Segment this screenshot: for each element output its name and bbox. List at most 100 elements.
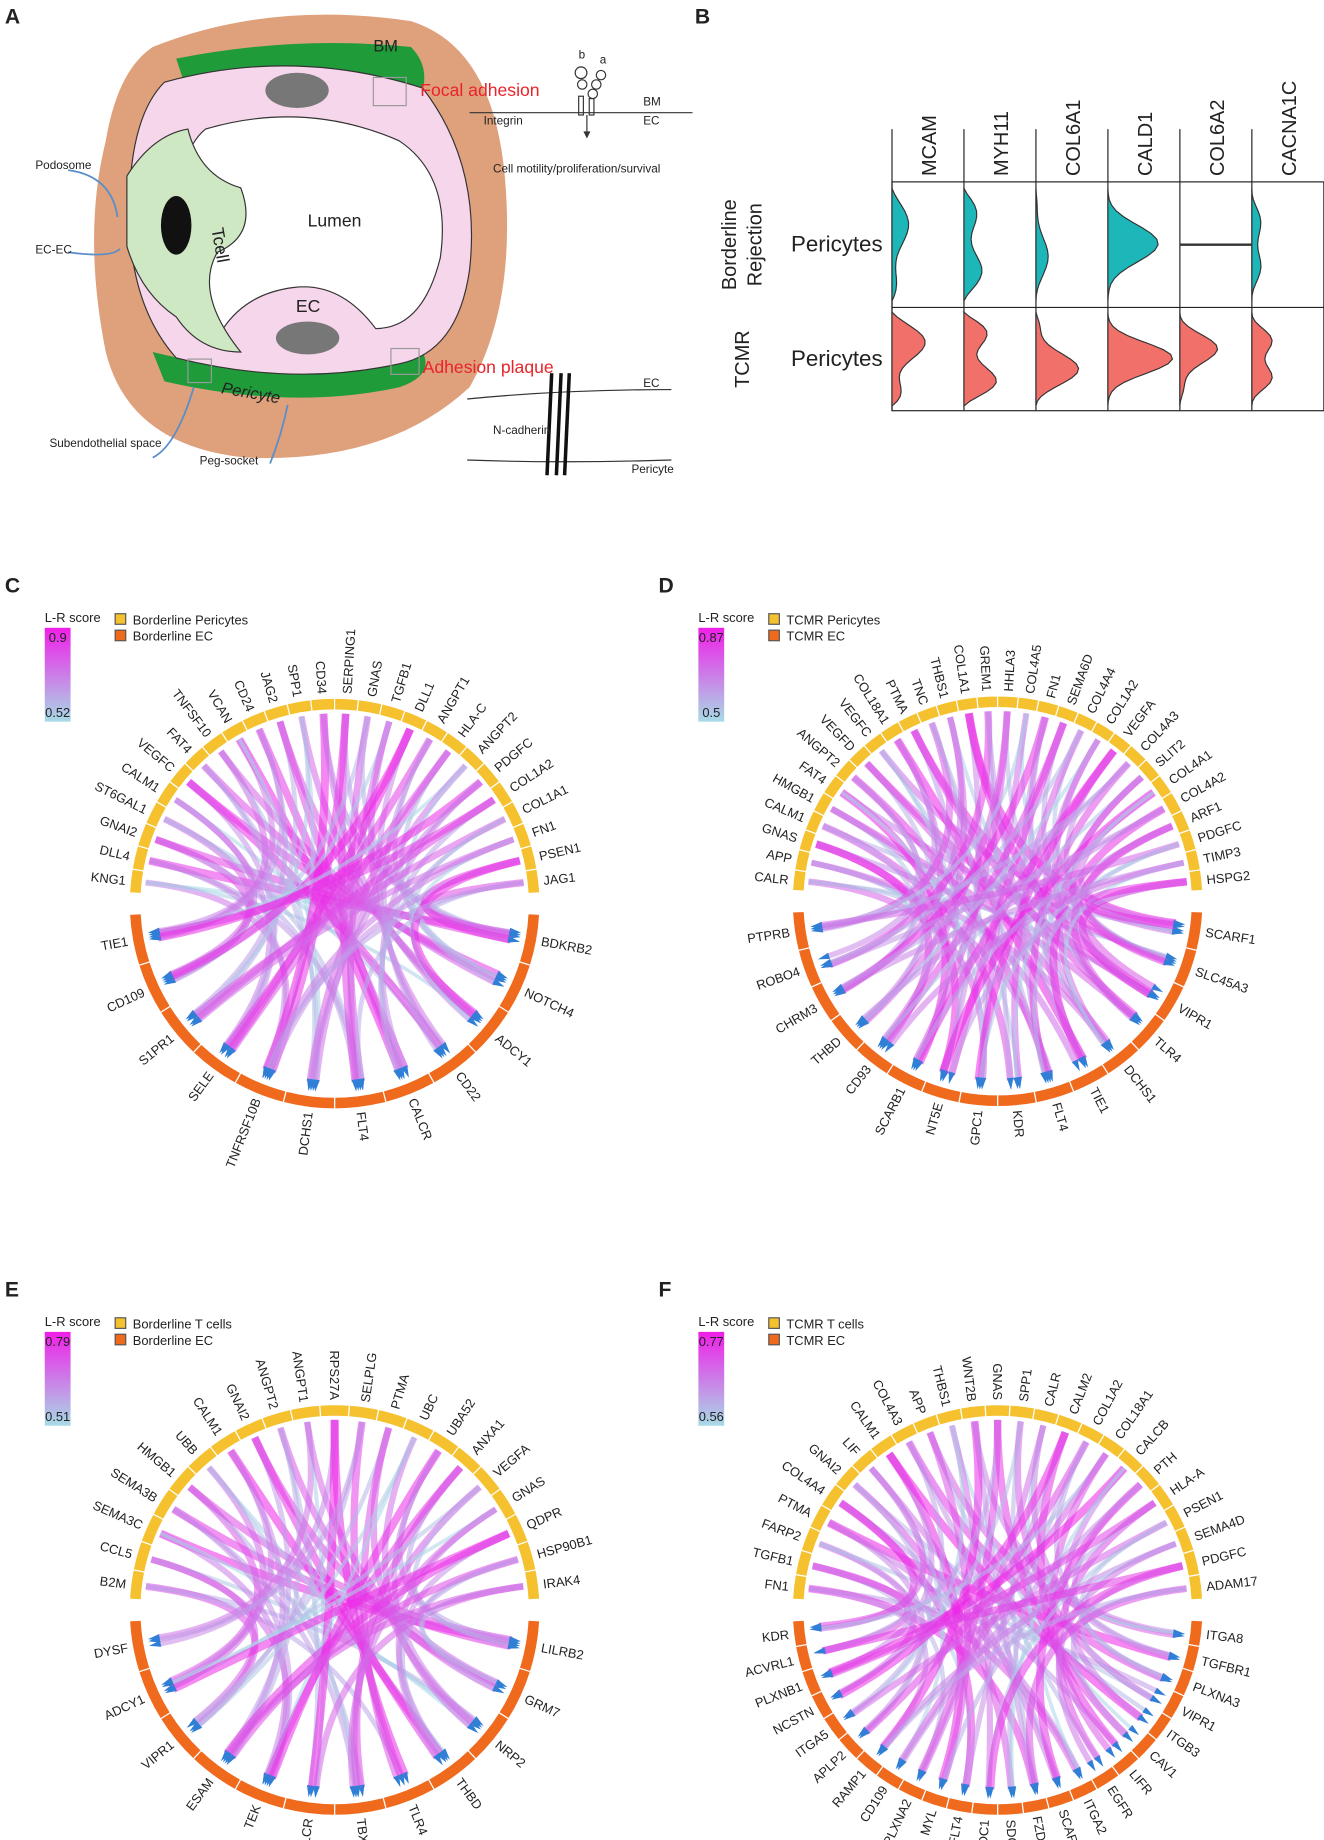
arrowhead <box>1154 1687 1166 1696</box>
legend-swatch <box>768 613 780 625</box>
gene-label: B2M <box>99 1573 127 1591</box>
arrowhead <box>353 1078 361 1091</box>
gene-label: CALM1 <box>190 1394 226 1438</box>
gene-label: TLR4 <box>1151 1034 1185 1066</box>
panel-a: A BM Focal adhesion Podosome EC-EC Tcell… <box>5 5 693 476</box>
arrowhead <box>492 978 505 987</box>
chord <box>225 1583 524 1757</box>
gene-label: ADAM17 <box>1205 1573 1258 1594</box>
chord <box>1009 1466 1126 1790</box>
gene-label: TIE1 <box>1087 1085 1113 1116</box>
chords <box>808 1419 1187 1799</box>
label: EC <box>296 296 321 316</box>
legend-title: L-R score <box>698 610 754 625</box>
arrowhead <box>495 1679 508 1688</box>
gene-label: WNT2B <box>959 1356 979 1403</box>
gene-label: ADCY1 <box>102 1691 147 1723</box>
arrowhead <box>349 1785 356 1798</box>
legend-title: L-R score <box>45 610 101 625</box>
gene-label: PTH <box>1151 1449 1180 1477</box>
chord <box>229 749 452 1053</box>
label: BM <box>643 96 661 109</box>
arrowhead <box>1142 1707 1154 1717</box>
gene-label: GNAS <box>760 820 799 845</box>
chord <box>882 1586 1187 1751</box>
arrowhead <box>268 1068 276 1081</box>
arrowhead <box>977 1077 984 1090</box>
gene-label: KNG1 <box>90 869 127 888</box>
violin <box>1035 311 1080 407</box>
colorbar-min: 0.5 <box>702 705 720 720</box>
gene-label: THBS1 <box>930 1364 955 1408</box>
arrowhead <box>438 1749 449 1762</box>
gene-label: IRAK4 <box>542 1572 581 1592</box>
gene-label: GREM1 <box>977 645 994 692</box>
arc-segment <box>282 1090 336 1110</box>
arc-segment <box>347 1404 380 1422</box>
legend-swatch <box>114 629 127 642</box>
gene-label: VIPR1 <box>1179 1703 1219 1734</box>
gene-label: MYH11 <box>991 111 1013 176</box>
pointer <box>68 169 289 464</box>
gene-label: NOTCH4 <box>522 985 576 1021</box>
arrowhead <box>221 1043 231 1055</box>
chord <box>828 1499 1157 1679</box>
arrowhead <box>1086 1759 1096 1772</box>
arrowhead <box>833 985 845 995</box>
gene-label: HLA-A <box>1167 1464 1207 1498</box>
gene-label: FAT4 <box>164 725 195 757</box>
arc-segment <box>518 913 541 967</box>
gene-label: DYSF <box>93 1640 130 1661</box>
gene-label: UBC <box>416 1392 441 1423</box>
legend-swatch <box>768 1317 780 1329</box>
arc-segment <box>289 1404 322 1422</box>
legend-label: Borderline T cells <box>133 1316 232 1331</box>
arrowhead <box>226 1047 236 1059</box>
arc-segment <box>945 1796 974 1815</box>
inset-box <box>372 76 407 107</box>
chord <box>192 1427 391 1724</box>
arrowhead <box>471 1011 483 1022</box>
arrowhead <box>810 921 823 929</box>
chord-panels: C L-R score 0.9 0.52 Borderline Pericytes Bor… <box>5 575 1259 1840</box>
arc-segment <box>378 703 406 723</box>
gene-label: GNAI2 <box>98 813 139 840</box>
arc-segment <box>1008 1404 1036 1421</box>
chord-panel: F L-R score 0.77 0.56 TCMR T cells TCMR EC FN1… <box>658 1279 1258 1840</box>
row-label: Pericytes <box>791 232 883 257</box>
gene-label: JAG1 <box>543 870 577 888</box>
gene-label: ACVRL1 <box>743 1653 795 1680</box>
arc-segment <box>128 913 151 967</box>
gene-label: VCAN <box>205 687 236 726</box>
chord <box>1012 790 1155 1080</box>
gene-label: ESAM <box>183 1775 217 1813</box>
arrowhead <box>918 1769 927 1782</box>
label: Cell motility/proliferation/survival <box>493 163 660 176</box>
gene-label: TEK <box>241 1802 264 1831</box>
label: b <box>579 49 586 62</box>
chord <box>223 737 434 1050</box>
chord <box>262 713 330 1072</box>
arrowhead <box>440 1041 450 1054</box>
arrowhead <box>162 1679 175 1688</box>
arc-segment <box>1187 1619 1204 1648</box>
gene-label: SPP1 <box>285 663 306 698</box>
violin <box>891 310 926 408</box>
violin <box>962 187 983 304</box>
label: Adhesion plaque <box>423 357 554 377</box>
ec-nucleus <box>265 72 329 108</box>
label: a <box>600 53 607 66</box>
arrowhead <box>878 1745 889 1757</box>
gene-label: LIFR <box>1126 1767 1155 1798</box>
chord <box>192 815 507 1019</box>
gene-label: PTPRB <box>746 925 791 946</box>
gene-label: CALR <box>754 869 790 887</box>
arrowhead <box>859 1728 870 1739</box>
arrowhead <box>1122 1731 1133 1742</box>
gene-label: UBA52 <box>443 1396 478 1438</box>
arc-segment <box>382 1072 435 1104</box>
gene-label: PSEN1 <box>538 840 583 864</box>
gene-label: VIPR1 <box>1175 1001 1215 1033</box>
chord-panel: E L-R score 0.79 0.51 Borderline T cells Bord… <box>5 1279 594 1840</box>
arc-segment <box>1178 828 1198 854</box>
